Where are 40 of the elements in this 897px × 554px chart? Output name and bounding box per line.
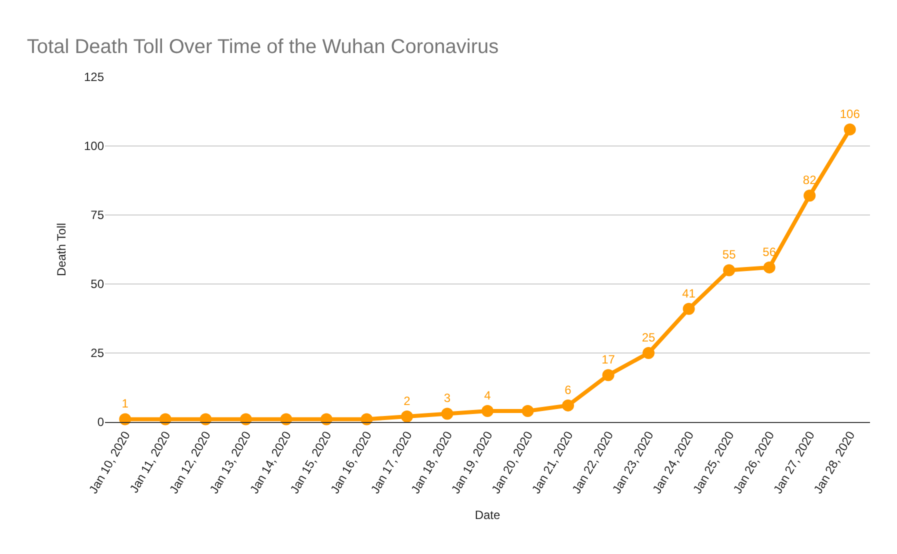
y-axis-title: Death Toll: [54, 222, 68, 276]
data-label: 25: [642, 330, 656, 344]
point: [682, 302, 695, 315]
data-label: 56: [762, 244, 776, 259]
y-tick-label: 50: [90, 277, 104, 292]
point: [844, 123, 856, 136]
y-tick-label: 25: [90, 346, 104, 360]
data-label: 6: [564, 382, 572, 397]
point: [562, 399, 574, 412]
point: [602, 369, 614, 382]
data-label: 55: [722, 248, 736, 262]
y-tick-label: 75: [90, 208, 104, 222]
point: [441, 408, 454, 420]
point: [804, 190, 816, 202]
point: [642, 347, 655, 359]
data-label: 41: [682, 286, 696, 300]
point: [522, 404, 534, 417]
point: [400, 410, 413, 422]
point: [360, 413, 373, 426]
point: [723, 264, 736, 276]
data-label: 3: [444, 391, 451, 406]
data-label: 82: [802, 173, 817, 188]
point: [200, 413, 212, 426]
point: [482, 404, 494, 417]
point: [763, 261, 776, 274]
data-label: 17: [602, 352, 616, 367]
chart-title: Total Death Toll Over Time of the Wuhan Coronavirus: [26, 36, 499, 58]
point: [280, 413, 292, 426]
data-label: 106: [840, 106, 860, 121]
point: [159, 413, 172, 426]
point: [320, 413, 332, 426]
point: [240, 413, 252, 426]
y-tick-label: 0: [97, 415, 104, 430]
y-tick-label: 125: [84, 70, 104, 84]
data-label: 1: [122, 396, 129, 411]
point: [119, 413, 132, 426]
x-axis-title: Date: [474, 508, 500, 522]
data-label: 2: [404, 394, 411, 408]
data-label: 4: [484, 388, 492, 402]
y-tick-label: 100: [84, 139, 104, 154]
